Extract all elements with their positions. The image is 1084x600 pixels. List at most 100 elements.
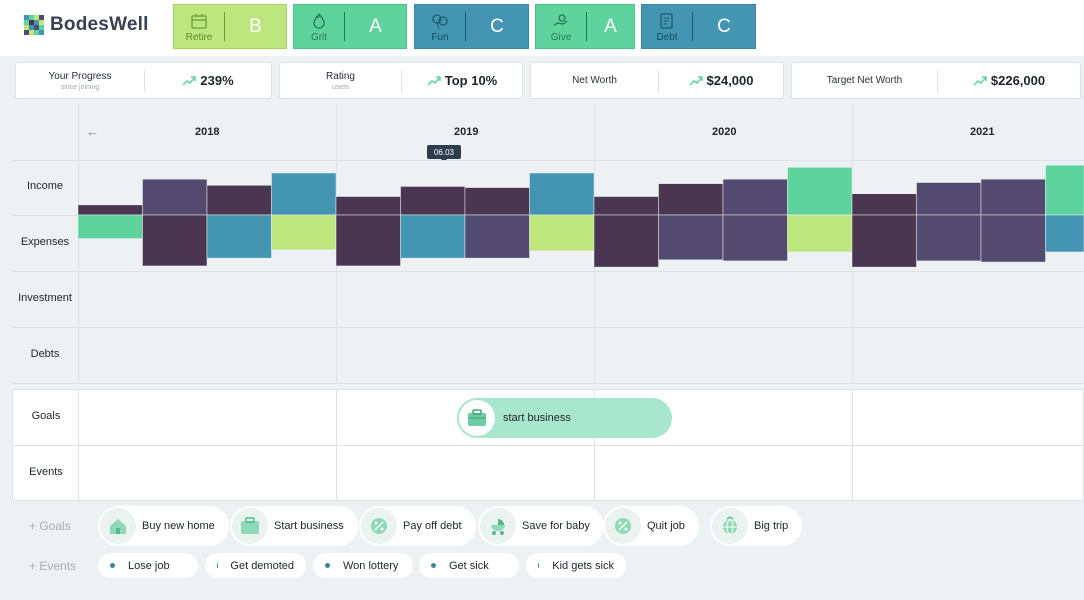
- score-retire[interactable]: Retire B: [173, 4, 287, 49]
- expense-bar[interactable]: [335, 214, 401, 267]
- event-chip-label: Get sick: [449, 559, 489, 572]
- expense-bar[interactable]: [980, 214, 1046, 263]
- event-chip-get-sick[interactable]: Get sick: [419, 553, 519, 578]
- expense-bar[interactable]: [271, 214, 337, 250]
- expense-bar[interactable]: [400, 214, 466, 259]
- expense-bar[interactable]: [658, 214, 724, 261]
- row-label-goals: Goals: [31, 410, 61, 422]
- score-grit[interactable]: Grit A: [293, 4, 407, 49]
- score-grade: B: [249, 15, 262, 37]
- expense-bar[interactable]: [142, 214, 208, 267]
- app-title: BodesWell: [50, 14, 149, 35]
- income-bar[interactable]: [658, 183, 724, 216]
- row-label-expenses: Expenses: [20, 236, 70, 248]
- year-label[interactable]: 2020: [712, 126, 737, 138]
- expense-bar[interactable]: [851, 214, 917, 268]
- year-label[interactable]: 2018: [195, 126, 220, 138]
- briefcase-icon: [468, 409, 486, 426]
- event-chip-lose-job[interactable]: Lose job: [98, 553, 198, 578]
- globe-icon: [723, 516, 737, 535]
- balloons-icon: [432, 14, 448, 30]
- debt-document-icon: [660, 13, 673, 29]
- stat-label: Net Worth: [572, 75, 617, 86]
- income-bar[interactable]: [77, 204, 143, 216]
- stat-label: Target Net Worth: [826, 75, 903, 86]
- stat-sublabel: since joining: [60, 83, 100, 91]
- score-fun[interactable]: Fun C: [414, 4, 529, 49]
- row-label-events: Events: [29, 466, 63, 478]
- row-label-income: Income: [26, 180, 64, 192]
- goal-chip-start-business[interactable]: Start business: [230, 506, 358, 546]
- row-label-investment: Investment: [18, 292, 72, 304]
- event-chip-label: Kid gets sick: [552, 559, 614, 572]
- percent-icon: [371, 518, 387, 534]
- row-label-debts: Debts: [30, 348, 60, 360]
- income-bar[interactable]: [142, 178, 208, 216]
- stroller-icon: [491, 519, 505, 535]
- logo[interactable]: BodesWell: [24, 14, 149, 36]
- event-chip-label: Won lottery: [343, 559, 399, 572]
- score-debt[interactable]: Debt C: [641, 4, 756, 49]
- goal-chip-quit-job[interactable]: Quit job: [603, 506, 699, 546]
- expense-bar[interactable]: [1045, 214, 1084, 253]
- goal-start-business[interactable]: start business: [457, 398, 672, 438]
- expense-bar[interactable]: [722, 214, 788, 262]
- event-chip-get-demoted[interactable]: Get demoted: [205, 553, 306, 578]
- expense-bar[interactable]: [77, 214, 143, 239]
- stat-value: $226,000: [990, 73, 1046, 88]
- timeline-chart: ← 2018 2019 2020 2021 06.03 Income Expen…: [12, 104, 1084, 384]
- trend-up-icon: [182, 75, 197, 86]
- income-bar[interactable]: [593, 196, 659, 216]
- cashflow-bars: [77, 164, 1084, 268]
- score-grade: C: [490, 15, 504, 37]
- expense-bar[interactable]: [529, 214, 595, 252]
- stat-label: Your Progress: [48, 70, 112, 82]
- expense-bar[interactable]: [787, 214, 853, 253]
- score-grade: C: [717, 15, 731, 37]
- add-events-label[interactable]: + Events: [29, 559, 77, 573]
- income-bar[interactable]: [1045, 164, 1084, 216]
- expense-bar[interactable]: [464, 214, 530, 259]
- income-bar[interactable]: [271, 172, 337, 216]
- income-bar[interactable]: [464, 187, 530, 216]
- year-label[interactable]: 2019: [454, 126, 479, 138]
- expense-bar[interactable]: [593, 214, 659, 268]
- event-chip-won-lottery[interactable]: Won lottery: [313, 553, 413, 578]
- briefcase-icon: [241, 517, 259, 534]
- income-bar[interactable]: [206, 185, 272, 216]
- trend-up-icon: [688, 75, 703, 86]
- income-bar[interactable]: [335, 196, 401, 216]
- income-bar[interactable]: [916, 182, 982, 216]
- top-bar: BodesWell Retire B Grit A: [0, 0, 1084, 56]
- event-chip-kid-gets-sick[interactable]: Kid gets sick: [526, 553, 626, 578]
- add-goals-label[interactable]: + Goals: [29, 519, 71, 533]
- stat-value: 239%: [200, 73, 234, 88]
- goal-chip-label: Big trip: [754, 520, 789, 532]
- stat-rating: Rating users Top 10%: [279, 62, 523, 99]
- year-label[interactable]: 2021: [970, 126, 995, 138]
- income-bar[interactable]: [722, 178, 788, 216]
- goals-events-panel: Goals Events start business: [12, 389, 1084, 501]
- goal-chip-label: Pay off debt: [403, 520, 462, 532]
- income-bar[interactable]: [787, 167, 853, 216]
- score-category: Retire: [185, 32, 213, 43]
- income-bar[interactable]: [851, 193, 917, 216]
- logo-mark-icon: [24, 15, 44, 35]
- goal-chip-buy-new-home[interactable]: Buy new home: [98, 506, 229, 546]
- expense-bar[interactable]: [916, 214, 982, 262]
- goal-chip-save-for-baby[interactable]: Save for baby: [478, 506, 604, 546]
- timeline-header: ← 2018 2019 2020 2021 06.03: [12, 104, 1084, 163]
- score-give[interactable]: Give A: [535, 4, 635, 49]
- expense-bar[interactable]: [206, 214, 272, 259]
- income-bar[interactable]: [400, 186, 466, 216]
- back-arrow-icon[interactable]: ←: [86, 124, 99, 139]
- goal-chip-big-trip[interactable]: Big trip: [710, 506, 803, 546]
- stat-sublabel: users: [331, 83, 350, 91]
- goal-chip-label: Buy new home: [142, 520, 215, 532]
- goal-chip-pay-off-debt[interactable]: Pay off debt: [359, 506, 476, 546]
- stat-value: $24,000: [706, 73, 754, 88]
- income-bar[interactable]: [980, 178, 1046, 216]
- income-bar[interactable]: [529, 172, 595, 216]
- score-category: Debt: [656, 32, 678, 43]
- event-chip-label: Get demoted: [230, 559, 294, 572]
